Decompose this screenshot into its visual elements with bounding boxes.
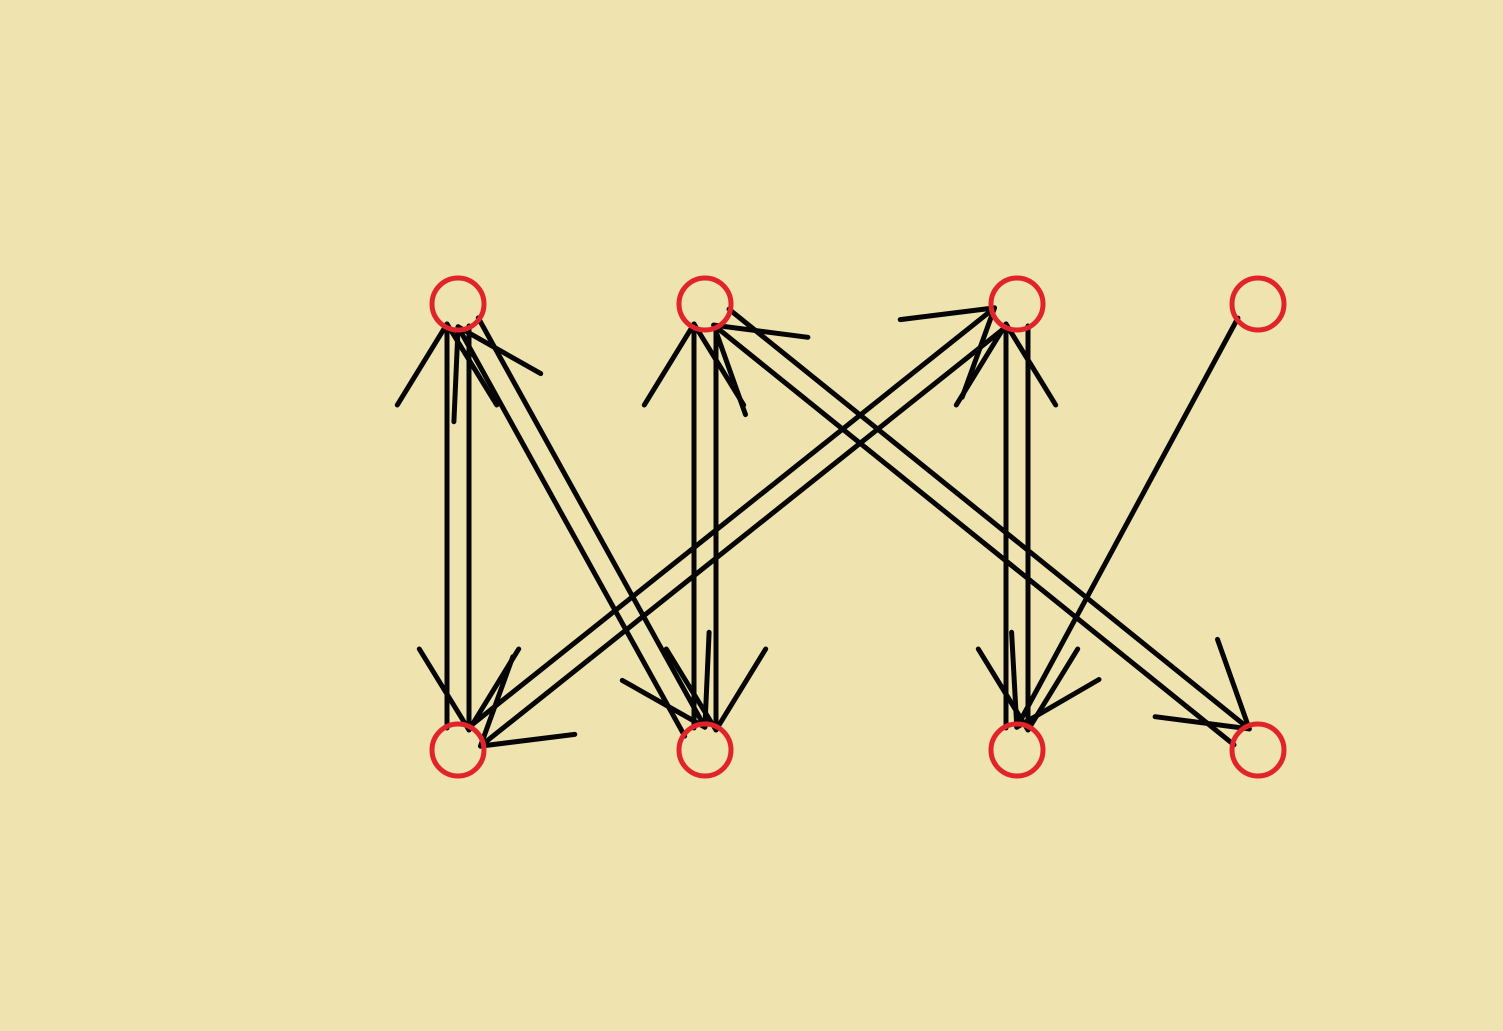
- nodes-layer: [429, 275, 1287, 779]
- edge-line: [726, 306, 1252, 732]
- node-t4: [1229, 275, 1287, 333]
- edge-line: [455, 324, 688, 739]
- node-b2: [676, 721, 734, 779]
- edge-line: [711, 322, 1237, 748]
- arrowhead: [641, 321, 747, 408]
- edge-b3-to-t3: [953, 321, 1059, 731]
- arrowhead: [1009, 629, 1102, 730]
- edge-t1-to-b2: [475, 315, 712, 730]
- edge-t2-to-b4: [726, 306, 1252, 732]
- node-b3: [988, 721, 1046, 779]
- arrowhead: [619, 629, 712, 730]
- arrowhead: [953, 321, 1059, 408]
- edge-line: [1014, 315, 1241, 730]
- arrowhead: [711, 322, 811, 418]
- arrowhead: [975, 646, 1081, 733]
- edge-b2-to-t2: [641, 321, 747, 731]
- edges-layer: [394, 305, 1252, 749]
- edge-b1-to-t1: [394, 321, 500, 731]
- edge-b1-to-t3: [465, 305, 997, 731]
- arrowhead: [451, 324, 544, 425]
- edge-line: [465, 305, 997, 731]
- arrowhead: [478, 654, 578, 749]
- edge-b4-to-t2: [711, 322, 1237, 748]
- edge-t3-to-b1: [478, 323, 1010, 749]
- arrowhead: [1152, 636, 1252, 732]
- node-b1: [429, 721, 487, 779]
- arrowhead: [394, 321, 500, 408]
- edge-t4-to-b3: [1009, 315, 1241, 730]
- node-t2: [676, 275, 734, 333]
- arrowhead: [663, 646, 769, 733]
- node-t1: [429, 275, 487, 333]
- edge-line: [475, 315, 708, 730]
- edge-b2-to-t1: [451, 324, 688, 739]
- edge-line: [478, 323, 1010, 749]
- node-t3: [988, 275, 1046, 333]
- arrowhead: [897, 305, 997, 400]
- edge-t3-to-b3: [975, 323, 1081, 733]
- node-b4: [1229, 721, 1287, 779]
